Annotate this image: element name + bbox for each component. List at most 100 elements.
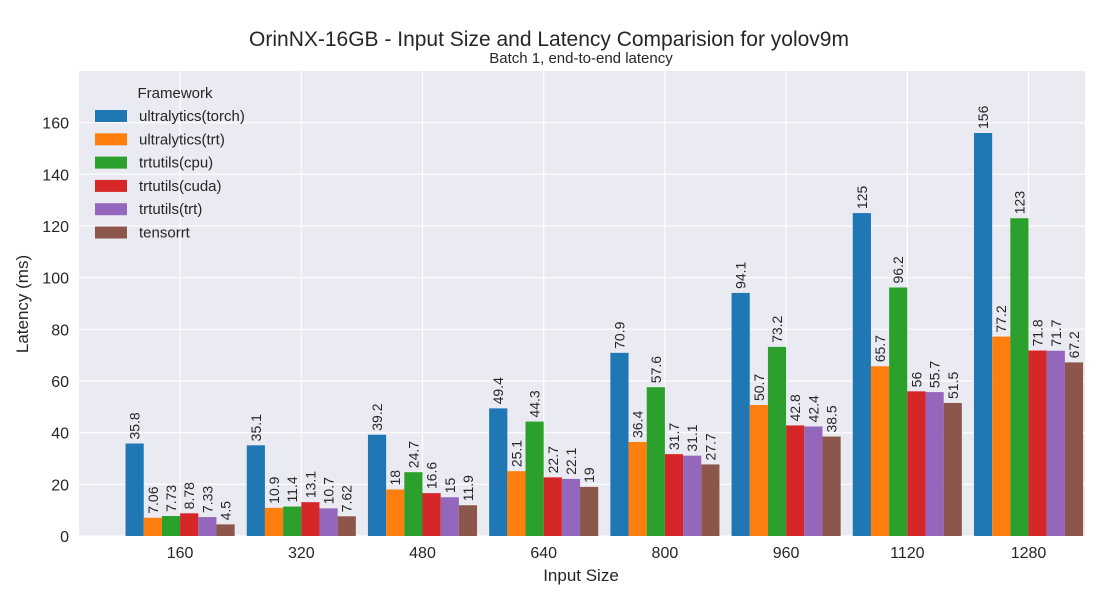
bar bbox=[301, 502, 320, 536]
data-label: 15 bbox=[442, 477, 458, 493]
bar bbox=[367, 434, 387, 536]
bar bbox=[804, 426, 823, 536]
grid-lines bbox=[79, 71, 1085, 537]
data-label: 70.9 bbox=[611, 321, 627, 348]
bar bbox=[628, 441, 647, 536]
legend-swatch bbox=[95, 203, 127, 216]
chart-subtitle: Batch 1, end-to-end latency bbox=[489, 50, 673, 67]
data-label: 19 bbox=[581, 467, 597, 483]
legend-swatch bbox=[95, 156, 127, 169]
data-label: 16.6 bbox=[424, 462, 440, 489]
data-label: 96.2 bbox=[890, 256, 906, 283]
legend-entry: tensorrt bbox=[139, 225, 191, 242]
bar bbox=[925, 392, 944, 536]
y-tick-label: 0 bbox=[60, 529, 69, 546]
bar bbox=[198, 517, 217, 536]
data-label: 42.8 bbox=[787, 394, 803, 421]
data-label: 11.4 bbox=[284, 476, 300, 502]
data-label: 18 bbox=[387, 470, 403, 486]
bar bbox=[246, 445, 265, 536]
bar bbox=[749, 405, 768, 536]
legend-entry: trtutils(cpu) bbox=[139, 155, 213, 172]
data-label: 77.2 bbox=[993, 305, 1009, 332]
y-tick-label: 100 bbox=[42, 271, 69, 288]
x-tick-label: 640 bbox=[530, 545, 557, 562]
data-label: 65.7 bbox=[872, 335, 888, 362]
bar bbox=[580, 486, 599, 536]
data-label: 57.6 bbox=[648, 356, 664, 383]
data-label: 51.5 bbox=[945, 371, 961, 398]
data-label: 35.1 bbox=[248, 414, 264, 441]
data-labels: 35.8 35.1 39.2 49.4 70.9 94.1 125 156 7.06 10.9 18… bbox=[127, 105, 1082, 520]
data-label: 42.4 bbox=[805, 395, 821, 422]
y-tick-label: 140 bbox=[42, 167, 69, 184]
legend-entry: trtutils(trt) bbox=[139, 201, 202, 218]
data-label: 156 bbox=[975, 105, 991, 129]
x-tick-label: 480 bbox=[409, 545, 436, 562]
y-tick-label: 160 bbox=[42, 116, 69, 133]
x-tick-label: 960 bbox=[773, 545, 800, 562]
x-tick-label: 320 bbox=[288, 545, 315, 562]
x-tick-label: 800 bbox=[652, 545, 679, 562]
bar bbox=[646, 387, 665, 536]
legend-entry: ultralytics(torch) bbox=[139, 108, 245, 125]
chart-title: OrinNX-16GB - Input Size and Latency Com… bbox=[249, 28, 849, 51]
data-label: 71.8 bbox=[1030, 319, 1046, 346]
bar bbox=[1028, 350, 1047, 536]
y-axis-label: Latency (ms) bbox=[13, 255, 32, 353]
data-label: 44.3 bbox=[527, 390, 543, 417]
data-label: 31.1 bbox=[684, 424, 700, 451]
bar bbox=[143, 517, 162, 536]
bar bbox=[319, 508, 338, 536]
data-label: 67.2 bbox=[1066, 331, 1082, 358]
data-label: 49.4 bbox=[490, 377, 506, 404]
x-tick-label: 160 bbox=[167, 545, 194, 562]
data-label: 31.7 bbox=[666, 423, 682, 450]
data-label: 8.78 bbox=[181, 482, 197, 509]
data-label: 7.73 bbox=[163, 485, 179, 512]
data-label: 4.5 bbox=[218, 501, 234, 521]
bar bbox=[664, 454, 684, 536]
y-tick-label: 20 bbox=[51, 477, 69, 494]
bar bbox=[386, 489, 405, 536]
bar bbox=[1064, 362, 1084, 536]
bar bbox=[992, 336, 1011, 536]
bar bbox=[973, 133, 993, 536]
data-label: 10.9 bbox=[266, 476, 282, 503]
bar bbox=[507, 471, 526, 536]
bar bbox=[440, 497, 459, 536]
x-tick-label: 1120 bbox=[890, 545, 925, 562]
data-label: 50.7 bbox=[751, 374, 767, 401]
data-label: 36.4 bbox=[630, 411, 646, 438]
bar bbox=[422, 493, 441, 536]
data-label: 22.1 bbox=[563, 447, 579, 474]
y-tick-label: 80 bbox=[51, 322, 69, 339]
legend: Framework ultralytics(torch) ultralytics(… bbox=[95, 85, 245, 242]
axis-ticks: 0 20 40 60 80 100 120 140 160 160 320 480 640 800 960 1… bbox=[42, 116, 1046, 562]
data-label: 35.8 bbox=[127, 412, 143, 439]
bar bbox=[852, 213, 871, 537]
data-label: 7.62 bbox=[339, 485, 355, 512]
data-label: 55.7 bbox=[927, 361, 943, 388]
bar bbox=[907, 391, 926, 536]
bar bbox=[870, 366, 890, 536]
y-tick-label: 60 bbox=[51, 374, 69, 391]
data-label: 27.7 bbox=[702, 433, 718, 460]
legend-swatch bbox=[95, 133, 127, 146]
bar bbox=[786, 425, 805, 536]
bars bbox=[125, 133, 1084, 537]
data-label: 71.7 bbox=[1048, 319, 1064, 346]
legend-title: Framework bbox=[137, 85, 213, 102]
data-label: 7.06 bbox=[145, 486, 161, 513]
x-axis-label: Input Size bbox=[543, 566, 619, 585]
bar bbox=[731, 292, 750, 536]
bar bbox=[216, 524, 235, 536]
data-label: 25.1 bbox=[508, 440, 524, 467]
legend-swatch bbox=[95, 110, 127, 122]
data-label: 22.7 bbox=[545, 446, 561, 473]
data-label: 10.7 bbox=[321, 477, 337, 504]
bar bbox=[264, 507, 284, 536]
y-tick-label: 120 bbox=[42, 219, 69, 236]
bar bbox=[283, 506, 302, 536]
data-label: 56 bbox=[908, 372, 924, 388]
